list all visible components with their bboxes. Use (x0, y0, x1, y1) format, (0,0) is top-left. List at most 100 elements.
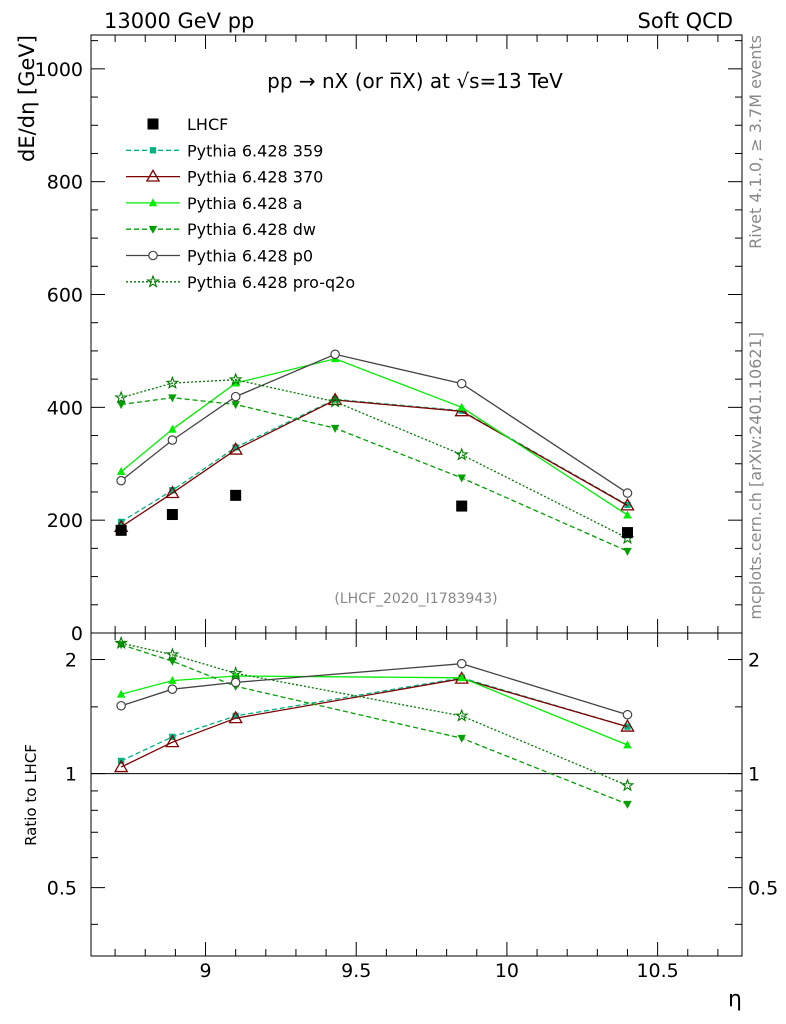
ratio-series-point (232, 712, 239, 720)
rivet-version-label: Rivet 4.1.0, ≥ 3.7M events (746, 35, 765, 249)
series-point (228, 442, 243, 455)
series-point (165, 485, 180, 499)
legend-marker (148, 198, 158, 207)
series-point (454, 447, 469, 461)
series-point (231, 401, 240, 410)
legend-entry-lhcf: LHCF (187, 115, 228, 134)
series-point (457, 402, 466, 411)
ratio-series-point (620, 719, 635, 732)
legend-marker (145, 168, 161, 182)
series-pythia-6-428-359 (120, 398, 628, 762)
ratio-series-point (457, 673, 466, 682)
series-point (116, 467, 126, 476)
series-point (456, 378, 467, 389)
series-pythia-6-428-pro-q2o (120, 379, 628, 787)
legend-entry: Pythia 6.428 pro-q2o (126, 273, 355, 292)
ratio-series-point (622, 709, 633, 720)
data-point (230, 489, 242, 501)
legend-label: Pythia 6.428 359 (187, 141, 323, 160)
x-tick-label: 9 (199, 960, 211, 982)
data-point (115, 524, 127, 536)
series-point (457, 474, 466, 483)
legend-label: Pythia 6.428 dw (187, 220, 316, 239)
series-point (620, 497, 635, 511)
data-point (456, 500, 468, 512)
legend-marker (146, 274, 160, 288)
ratio-y-tick-label-right: 0.5 (748, 878, 778, 900)
ratio-series-point (228, 710, 243, 724)
ratio-y-tick-label: 0.5 (47, 878, 77, 900)
ratio-y-axis-label: Ratio to LHCF (22, 744, 40, 846)
legend-label: Pythia 6.428 pro-q2o (187, 273, 355, 292)
legend-marker (148, 250, 158, 261)
data-point (166, 509, 178, 521)
series-pythia-6-428-370 (120, 399, 628, 768)
series-point (230, 391, 241, 402)
series-point (114, 390, 129, 404)
ratio-plot-frame (90, 632, 743, 957)
ratio-y-tick-label-right: 1 (748, 764, 760, 786)
ratio-series-point (454, 708, 469, 722)
y-tick-label: 0 (71, 623, 83, 645)
header-right-label: Soft QCD (638, 9, 733, 33)
ratio-series-line (120, 642, 628, 787)
series-point (168, 394, 177, 403)
ratio-series-point (165, 734, 180, 748)
ratio-series-point (114, 635, 129, 650)
series-point (228, 372, 243, 386)
ratio-series-point (168, 657, 177, 666)
header-left-label: 13000 GeV pp (104, 9, 254, 33)
series-point (328, 394, 343, 408)
series-point (169, 487, 176, 494)
ratio-series-point (165, 647, 180, 661)
ratio-series-point (623, 740, 632, 749)
y-tick-label: 200 (47, 510, 83, 532)
ratio-series-point (623, 800, 632, 809)
mcplots-label: mcplots.cern.ch [arXiv:2401.10621] (746, 332, 765, 620)
series-point (232, 444, 239, 451)
x-tick-label: 10 (495, 960, 519, 982)
ratio-series-point (457, 734, 466, 743)
y-tick-label: 600 (47, 285, 83, 307)
series-point (623, 547, 632, 556)
ratio-series-line (120, 643, 628, 805)
legend-label: Pythia 6.428 370 (187, 168, 323, 187)
legend-label: Pythia 6.428 p0 (187, 247, 313, 266)
legend-marker (147, 118, 159, 130)
y-tick-label: 800 (47, 172, 83, 194)
ratio-series-point (168, 675, 177, 684)
series-point (165, 375, 180, 389)
ratio-series-point (113, 759, 129, 773)
series-point (623, 510, 632, 519)
series-point (168, 424, 177, 433)
series-pythia-6-428-p0 (120, 353, 628, 716)
series-line (120, 399, 628, 528)
ratio-y-tick-label-right: 2 (748, 650, 760, 672)
series-point (167, 435, 178, 445)
plot-title: pp → nX (or n̅X) at √s=13 TeV (267, 69, 563, 93)
ratio-series-point (167, 684, 178, 695)
ratio-series-point (230, 677, 241, 688)
ratio-series-line (120, 677, 628, 762)
series-point (330, 424, 340, 433)
x-axis-label: η (728, 987, 742, 1012)
series-point (330, 349, 340, 360)
series-line (120, 353, 628, 494)
y-tick-label: 400 (47, 397, 83, 419)
series-line (120, 398, 628, 523)
x-tick-label: 10.5 (636, 960, 678, 982)
analysis-watermark: (LHCF_2020_I1783943) (334, 591, 497, 607)
series-point (622, 488, 633, 498)
series-point (116, 401, 126, 410)
legend-label: LHCF (187, 115, 228, 134)
legend-label: Pythia 6.428 a (187, 194, 303, 213)
series-line (121, 397, 628, 552)
ratio-series-point (456, 658, 467, 669)
ratio-series-line (120, 678, 628, 768)
ratio-series-point (116, 700, 126, 711)
ratio-series-point (116, 689, 126, 698)
ratio-y-tick-label: 2 (65, 650, 77, 672)
legend: LHCF Pythia 6.428 359 Pythia 6.428 370 Pyth… (126, 115, 355, 292)
ratio-y-tick-label: 1 (65, 764, 77, 786)
series-line (120, 358, 628, 516)
